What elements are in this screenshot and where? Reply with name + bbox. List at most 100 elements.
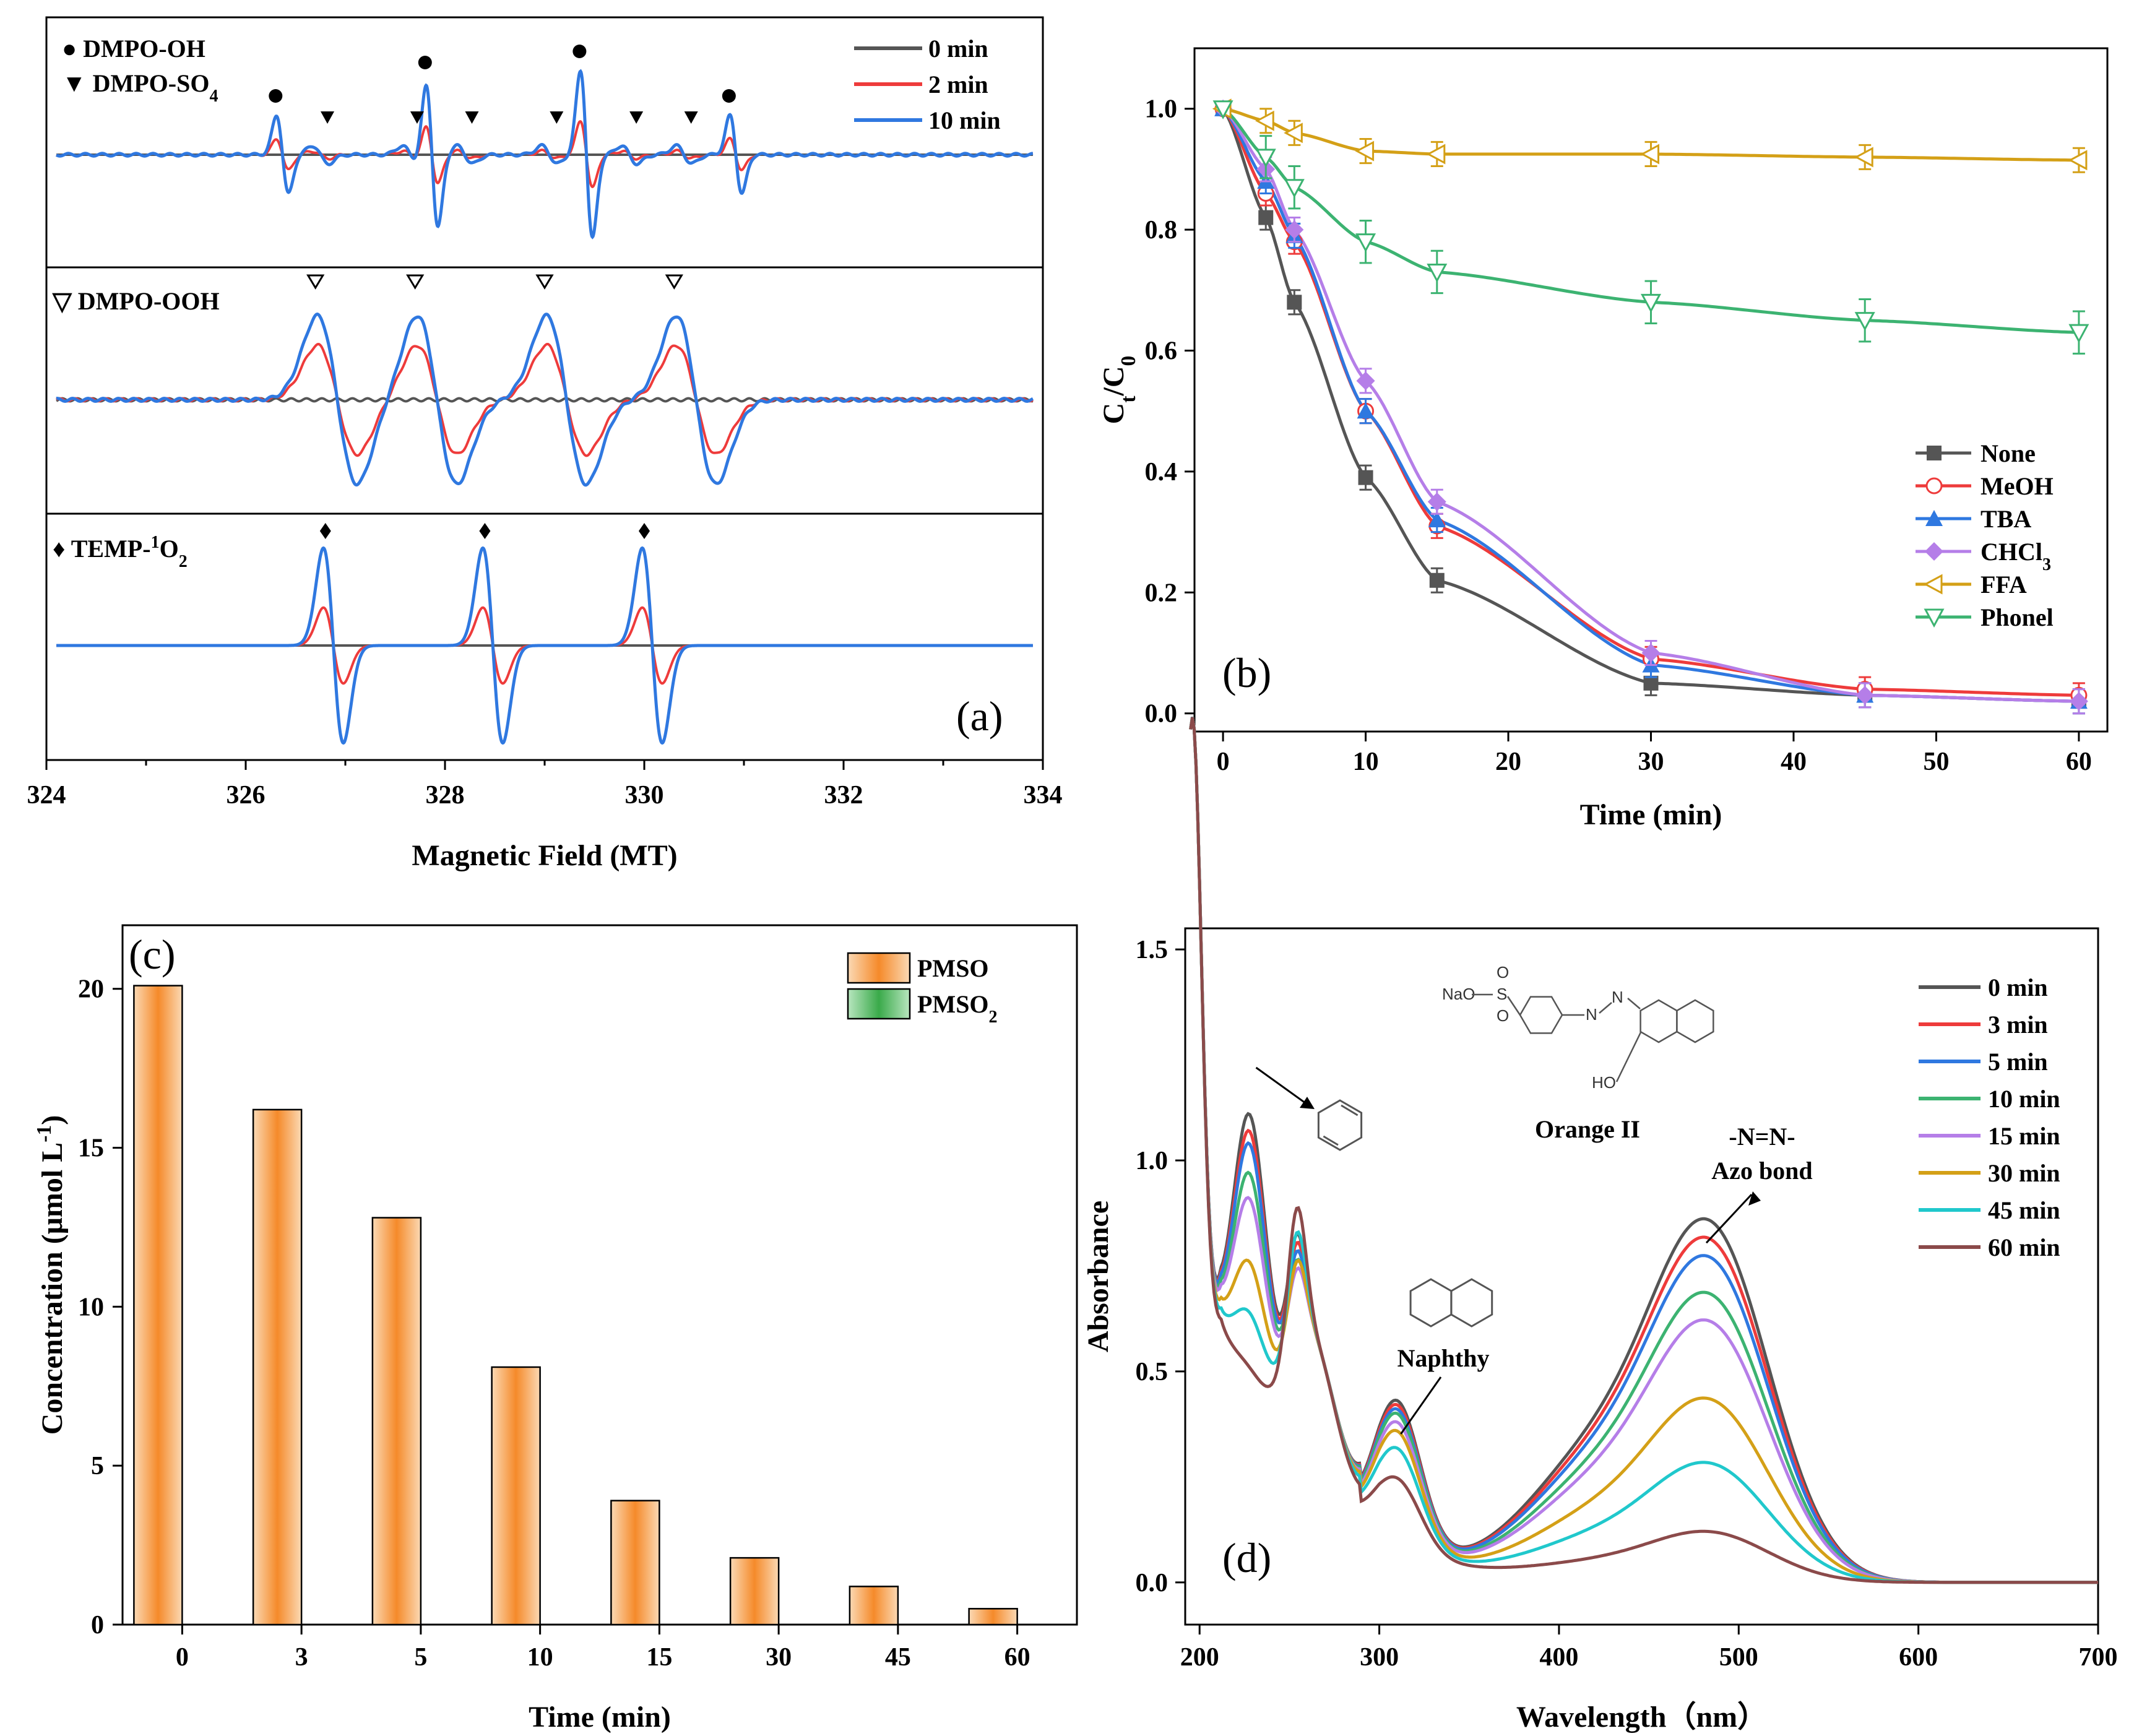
bar-pmso-30 [729,1557,780,1626]
data-point-CHCl3 [2069,692,2088,711]
label-dmpo-so4-part-1: 4 [209,87,218,106]
x-tick-label-c-2: 5 [414,1643,427,1672]
y-tick-label-c-2: 10 [78,1293,104,1321]
panel-label-a: (a) [956,693,1003,740]
spectrum-15-min [1189,717,2098,1584]
label-dmpo-so4: ▼ DMPO-SO4 [62,69,218,106]
data-point-CHCl3 [1356,371,1375,391]
data-point-Phonel [1255,149,1276,168]
x-tick-label-b-2: 20 [1495,748,1521,776]
data-point-FFA [1255,110,1274,131]
legend-label-d-3: 10 min [1988,1085,2060,1113]
x-tick-label-c-1: 3 [295,1643,308,1672]
x-tick-label-b-4: 40 [1781,748,1807,776]
legend-label-b-3-part-0: CHCl [1981,538,2042,566]
bar-pmso-60 [968,1608,1018,1626]
x-tick-label-c-4: 15 [646,1643,672,1672]
data-point-None [1287,295,1302,310]
orange-ii-phenyl-ring [1519,996,1563,1034]
legend-label-pmso2: PMSO2 [917,990,998,1027]
dmpo-ooh-marker [306,274,325,290]
data-point-None [1429,572,1445,588]
benzene-double-bond [1341,1104,1359,1116]
x-tick-label-a-0: 324 [27,781,66,810]
x-tick-label-b-1: 10 [1353,748,1379,776]
azo-arrow [1705,1193,1753,1244]
dmpo-ooh-marker [535,274,554,290]
panel-c-frame [121,924,1078,1626]
x-tick-label-c-7: 60 [1004,1643,1030,1672]
y-tick-label-b-2: 0.4 [1145,458,1178,486]
dmpo-oh-marker [418,56,432,69]
panel-c: 0 5 10 15 20 0 3 5 10 15 30 45 60 Time (min) Concentra… [33,924,1078,1734]
data-point-FFA [2068,150,2088,171]
spectrum-10-min [1189,717,2098,1584]
legend-label-pmso: PMSO [917,954,989,982]
dmpo-so4-marker [321,111,335,124]
panel-d-frame [1184,927,2099,1626]
fit-curve-TBA [1222,107,2079,703]
y-axis-title-c-part-0: Concentration (μmol L [36,1142,69,1435]
label-dmpo-oh: ● DMPO-OH [62,35,205,63]
y-tick-label-c-4: 20 [78,975,104,1004]
benzene-arrow [1255,1066,1313,1109]
x-tick-label-d-4: 600 [1899,1643,1938,1672]
x-tick-label-c-5: 30 [766,1643,792,1672]
x-axis-title-d: Wavelength（nm） [1516,1701,1767,1734]
x-tick-label-c-3: 10 [527,1643,553,1672]
x-tick-label-a-2: 328 [426,781,465,810]
data-point-Phonel [1355,233,1376,253]
annotation-n1: N [1586,1005,1597,1024]
legend-swatch-pmso [847,952,911,984]
x-tick-label-d-5: 700 [2079,1643,2118,1672]
panel-label-c: (c) [129,931,175,978]
label-dmpo-ooh: ▽ DMPO-OOH [52,287,220,315]
legend-label-b-1: MeOH [1981,472,2054,500]
spectrum-0-min [1189,716,2098,1584]
y-axis-title-c-part-1: -1 [33,1125,56,1142]
data-point-None [1358,470,1373,485]
x-tick-label-b-0: 0 [1217,748,1230,776]
azo-arrowhead [1748,1191,1761,1206]
data-point-CHCl3 [1855,686,1875,705]
data-point-FFA [1355,140,1375,162]
benzene-double-bond [1323,1135,1339,1146]
label-temp-1o2-part-3: 2 [179,552,188,571]
label-dmpo-so4-part-0: ▼ DMPO-SO [62,69,209,97]
dmpo-ooh-marker [665,274,683,290]
y-tick-label-d-3: 1.5 [1136,936,1169,964]
x-tick-label-a-1: 326 [227,781,266,810]
fit-curve-CHCl3 [1222,107,2079,703]
panel-label-b: (b) [1222,649,1271,696]
legend-label-b-2: TBA [1981,505,2031,533]
x-tick-label-d-3: 500 [1719,1643,1758,1672]
dmpo-ooh-marker [406,274,425,290]
panel-d: 200 300 400 500 600 7000.00.51.01.5Wavelength… [1082,716,2118,1734]
legend-label-b-3: CHCl3 [1981,538,2051,574]
dmpo-so4-marker [684,111,698,124]
data-point-TBA [1357,402,1375,419]
data-point-FFA [1426,144,1446,165]
bar-pmso-0 [133,985,183,1626]
x-tick-label-c-0: 0 [176,1643,189,1672]
data-point-FFA [1854,147,1873,168]
annotation-o-bottom: O [1497,1006,1509,1025]
y-axis-title-d: Absorbance [1082,1201,1115,1352]
y-axis-title-c-part-2: ) [36,1115,69,1125]
naphthalene-ring [1409,1278,1453,1328]
annotation-naphthy: Naphthy [1397,1344,1490,1372]
y-tick-label-d-0: 0.0 [1136,1569,1169,1597]
orange-ii-naphthalene-ring [1639,999,1678,1043]
y-axis-title-b-part-0: C [1097,403,1130,425]
y-axis-title-b-part-2: /C [1097,366,1130,396]
orange-ii-naphthalene-ring [1676,999,1714,1043]
benzene-structure [1317,1099,1363,1151]
dmpo-oh-marker [722,89,736,103]
legend-label-a-0: 0 min [928,35,988,63]
temp-1o2-marker [639,523,650,539]
label-temp-1o2: ♦ TEMP-1O2 [53,533,188,571]
data-point-Phonel [1854,312,1875,331]
dmpo-oh-marker [269,89,283,103]
legend-label-pmso2-part-1: 2 [989,1008,998,1027]
